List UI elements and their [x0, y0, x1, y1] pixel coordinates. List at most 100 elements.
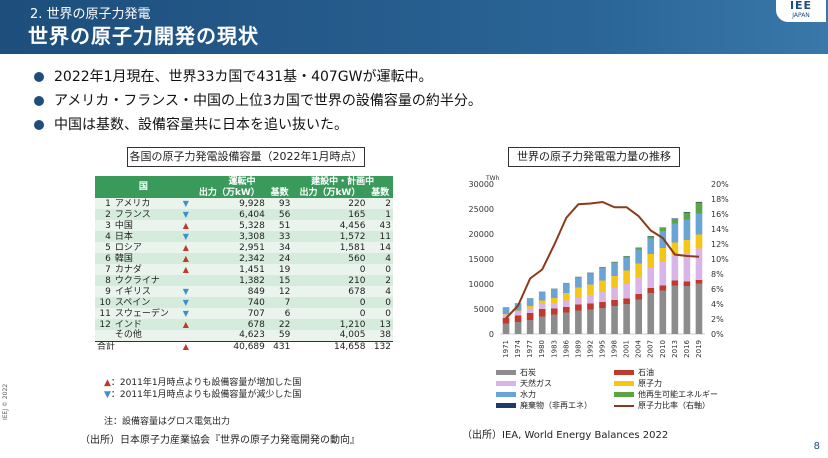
- x-tick-label: 2001: [623, 340, 631, 358]
- bar-segment: [647, 267, 655, 288]
- legend-up-text: ▲：2011年1月時点よりも設備容量が増加した国: [104, 378, 302, 388]
- y-tick-label: 20000: [469, 230, 494, 239]
- pl-units-cell: 2: [367, 275, 393, 286]
- bar-segment: [695, 234, 703, 249]
- y-axis-unit: TWh: [485, 175, 500, 182]
- bar-segment: [683, 286, 691, 334]
- op-units-cell: 33: [266, 231, 293, 242]
- iee-logo: IEE JAPAN: [776, 0, 826, 22]
- country-cell: ロシア: [112, 242, 180, 253]
- bar-segment: [538, 309, 546, 317]
- country-cell: ウクライナ: [112, 275, 180, 286]
- legend-swatch: [496, 370, 516, 375]
- country-cell: イギリス: [112, 286, 180, 297]
- x-tick-label: 1980: [538, 340, 546, 358]
- bar-segment: [683, 219, 691, 240]
- bar-segment: [538, 300, 546, 304]
- bar-segment: [514, 315, 522, 322]
- copyright: IEEJ © 2022: [2, 383, 9, 420]
- rank-cell: 11: [95, 308, 113, 319]
- bar-segment: [550, 298, 558, 303]
- country-cell: スペイン: [112, 297, 180, 308]
- logo-sub-text: JAPAN: [792, 12, 810, 19]
- x-tick-label: 1977: [526, 340, 534, 358]
- table-source: （出所）日本原子力産業協会『世界の原子力発電開発の動向』: [80, 435, 360, 446]
- legend-label: 原子力比率（右軸）: [638, 401, 710, 410]
- bar-segment: [683, 281, 691, 286]
- legend-label: 廃棄物（非再エネ）: [520, 401, 592, 410]
- rank-cell: 6: [95, 253, 113, 264]
- op-units-cell: 15: [266, 275, 293, 286]
- chart-title: 世界の原子力発電電力量の推移: [508, 147, 680, 167]
- y2-tick-label: 4%: [711, 300, 724, 309]
- group-planned-header: 建設中・計画中: [292, 176, 393, 187]
- op-units-cell: 7: [266, 297, 293, 308]
- pl-output-cell: 220: [292, 198, 368, 209]
- y-tick-label: 0: [489, 330, 494, 339]
- table-row: 12 インド ▲ 678 22 1,210 13: [95, 319, 393, 330]
- pl-output-cell: 1,572: [292, 231, 368, 242]
- y-tick-label: 10000: [469, 280, 494, 289]
- col-units-header: 基数: [266, 187, 293, 198]
- trend-icon: ▲: [180, 264, 192, 275]
- op-units-cell: 19: [266, 264, 293, 275]
- bar-segment: [538, 304, 546, 309]
- rank-cell: 8: [95, 275, 113, 286]
- x-tick-label: 1992: [586, 340, 594, 358]
- table-row: 1 アメリカ ▼ 9,928 93 220 2: [95, 198, 393, 209]
- op-output-cell: 3,308: [191, 231, 267, 242]
- chart-source: （出所）IEA, World Energy Balances 2022: [462, 430, 669, 441]
- pl-units-cell: 11: [367, 231, 393, 242]
- bar-segment: [647, 236, 655, 239]
- bar-segment: [563, 293, 570, 301]
- legend-down-text: ▼：2011年1月時点よりも設備容量が減少した国: [104, 390, 302, 400]
- legend-label: 石油: [638, 368, 654, 377]
- x-tick-label: 1986: [562, 339, 570, 357]
- bullet-list: 2022年1月現在、世界33カ国で431基・407GWが運転中。 アメリカ・フラ…: [34, 66, 482, 138]
- y2-tick-label: 8%: [711, 270, 724, 279]
- table-row: 10 スペイン ▼ 740 7 0 0: [95, 297, 393, 308]
- country-cell: 中国: [112, 220, 180, 231]
- rank-cell: 7: [95, 264, 113, 275]
- rank-cell: [95, 330, 113, 341]
- pl-units-cell: 13: [367, 319, 393, 330]
- legend-item: 原子力比率（右軸）: [614, 401, 710, 411]
- pl-output-cell: 210: [292, 275, 368, 286]
- bar-segment: [671, 242, 679, 255]
- bar-segment: [671, 223, 679, 243]
- bar-segment: [623, 270, 630, 284]
- pl-output-cell: 0: [292, 264, 368, 275]
- pl-output-cell: 560: [292, 253, 368, 264]
- pl-output-cell: 4,456: [292, 220, 368, 231]
- bar-segment: [695, 202, 703, 214]
- table-note: 注：設備容量はグロス電気出力: [104, 417, 231, 427]
- bar-segment: [695, 248, 703, 280]
- legend-item: 原子力: [614, 379, 662, 389]
- bar-segment: [550, 303, 558, 309]
- op-units-cell: 12: [266, 286, 293, 297]
- bar-segment: [538, 316, 546, 334]
- trend-icon: ▲: [180, 340, 192, 352]
- legend-swatch: [614, 381, 634, 386]
- x-tick-label: 1983: [550, 340, 558, 358]
- legend-item: 石油: [614, 368, 654, 378]
- legend-down: ：2011年1月時点よりも設備容量が減少した国: [110, 390, 302, 400]
- trend-icon: ▼: [180, 231, 192, 242]
- pl-units-cell: 0: [367, 264, 393, 275]
- x-tick-label: 1989: [574, 340, 582, 358]
- op-output-cell: 678: [191, 319, 267, 330]
- country-cell: カナダ: [112, 264, 180, 275]
- bar-segment: [526, 308, 534, 313]
- bar-segment: [587, 309, 594, 334]
- table-row: 4 日本 ▼ 3,308 33 1,572 11: [95, 231, 393, 242]
- bar-segment: [671, 255, 679, 281]
- op-units-cell: 56: [266, 209, 293, 220]
- pl-units-cell: 14: [367, 242, 393, 253]
- country-cell: インド: [112, 319, 180, 330]
- col-units-header: 基数: [367, 187, 393, 198]
- bar-segment: [647, 293, 655, 334]
- op-output-cell: 1,451: [191, 264, 267, 275]
- pl-output-cell: 14,658: [292, 340, 368, 352]
- slide-header: 2. 世界の原子力発電 世界の原子力開発の現状 IEE JAPAN: [0, 0, 828, 54]
- bar-segment: [563, 312, 570, 334]
